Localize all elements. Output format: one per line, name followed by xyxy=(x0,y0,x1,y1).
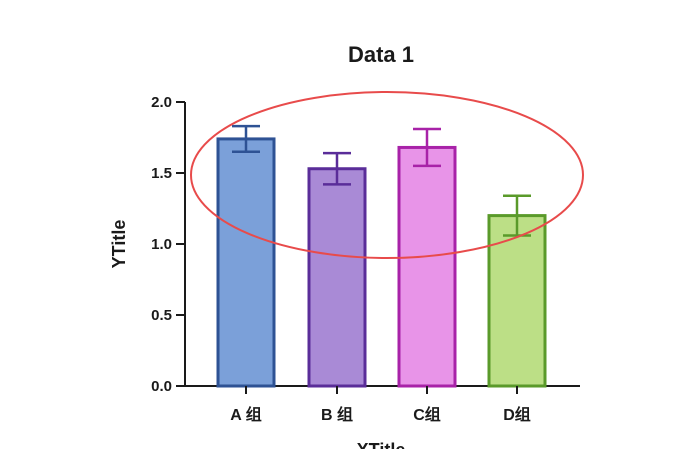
bar xyxy=(307,167,367,388)
chart-title: Data 1 xyxy=(348,42,414,67)
bar xyxy=(487,214,547,388)
y-tick-label: 1.5 xyxy=(151,165,172,182)
y-tick-label: 2.0 xyxy=(151,94,172,111)
bar xyxy=(216,137,276,388)
y-axis-title: YTitle xyxy=(109,220,129,269)
y-tick-label: 0.5 xyxy=(151,307,172,324)
annotation-ellipse xyxy=(190,91,584,259)
x-tick-label: A 组 xyxy=(230,405,261,424)
bar xyxy=(397,145,457,388)
y-tick-label: 0.0 xyxy=(151,378,172,395)
y-tick-label: 1.0 xyxy=(151,236,172,253)
x-tick-label: D组 xyxy=(503,405,531,424)
x-axis-title: XTitle xyxy=(357,440,406,449)
x-tick-label: B 组 xyxy=(321,405,353,424)
x-tick-label: C组 xyxy=(413,405,441,424)
